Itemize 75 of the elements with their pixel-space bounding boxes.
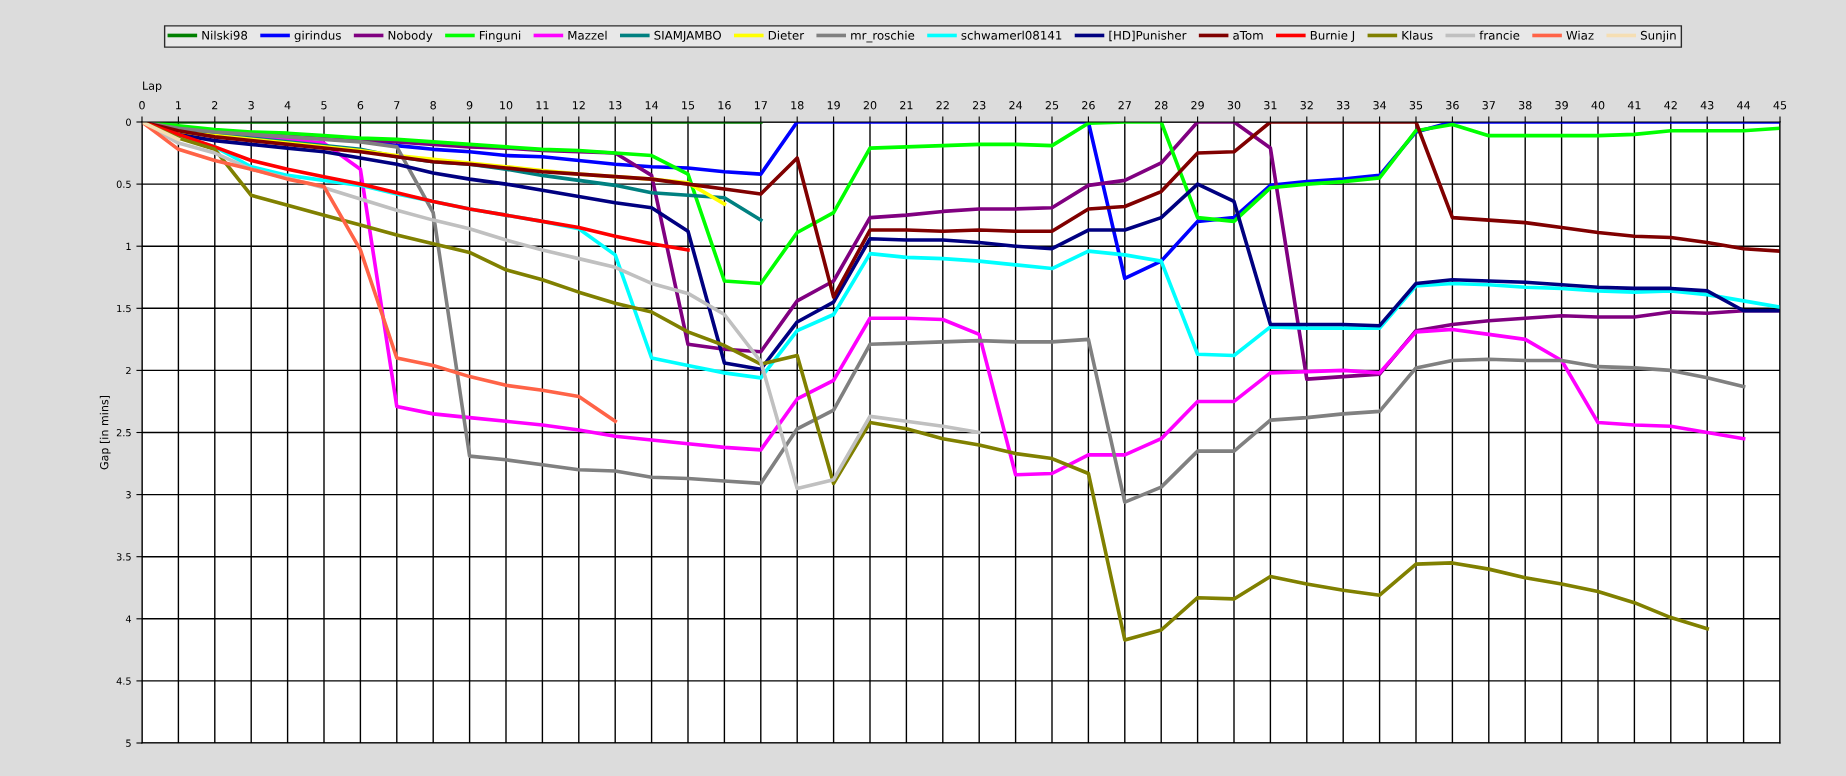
x-tick-label: 3 <box>248 101 254 110</box>
y-tick-label: 5 <box>126 739 131 747</box>
legend-label: Burnie J <box>1310 30 1355 42</box>
legend-label: Nobody <box>388 30 433 43</box>
x-tick-label: 26 <box>1082 101 1095 110</box>
y-tick-label: 2.5 <box>116 428 131 437</box>
legend-label: [HD]Punisher <box>1109 30 1187 42</box>
x-tick-label: 4 <box>284 101 291 110</box>
x-tick-label: 13 <box>609 101 622 110</box>
x-tick-label: 36 <box>1446 101 1459 110</box>
x-tick-label: 28 <box>1154 101 1168 110</box>
x-tick-label: 22 <box>936 101 949 110</box>
x-tick-label: 15 <box>682 101 695 110</box>
y-tick-label: 3.5 <box>116 553 131 561</box>
x-tick-label: 29 <box>1191 101 1204 110</box>
legend-label: girindus <box>294 30 341 43</box>
x-tick-label: 7 <box>394 101 400 110</box>
x-tick-label: 45 <box>1773 101 1787 110</box>
x-tick-label: 38 <box>1518 101 1532 110</box>
legend-label: Wiaz <box>1566 30 1594 40</box>
x-tick-label: 37 <box>1482 101 1495 110</box>
x-tick-label: 9 <box>466 101 473 110</box>
legend-label: Finguni <box>479 30 521 43</box>
x-tick-label: 6 <box>357 101 364 110</box>
x-tick-label: 35 <box>1409 101 1423 110</box>
y-tick-label: 4 <box>125 615 132 623</box>
x-tick-label: 30 <box>1227 101 1241 110</box>
legend-label: schwamerl08141 <box>961 30 1062 40</box>
legend-label: francie <box>1479 30 1520 40</box>
legend-label: Klaus <box>1402 30 1433 40</box>
legend-label: Mazzel <box>568 30 607 40</box>
x-tick-label: 39 <box>1555 101 1568 110</box>
legend-label: aTom <box>1233 30 1263 40</box>
y-tick-label: 3 <box>126 491 131 499</box>
legend-label: mr_roschie <box>851 30 915 43</box>
x-tick-label: 5 <box>321 101 327 110</box>
x-tick-label: 17 <box>754 101 767 110</box>
y-tick-label: 4.5 <box>116 677 131 685</box>
x-tick-label: 24 <box>1009 101 1023 110</box>
x-tick-label: 0 <box>139 101 145 110</box>
x-tick-label: 20 <box>863 101 877 110</box>
y-tick-label: 1.5 <box>117 304 131 313</box>
x-tick-label: 11 <box>536 101 549 110</box>
x-tick-label: 31 <box>1264 101 1277 110</box>
y-axis-title: Gap [in mins] <box>99 395 111 470</box>
x-tick-label: 27 <box>1118 101 1131 110</box>
legend-label: Nilski98 <box>202 30 248 40</box>
x-tick-label: 2 <box>212 101 218 110</box>
y-tick-label: 0.5 <box>116 180 131 188</box>
x-tick-label: 34 <box>1373 101 1387 110</box>
x-tick-label: 16 <box>718 101 731 110</box>
y-tick-label: 1 <box>126 242 131 250</box>
x-tick-label: 21 <box>900 101 913 110</box>
x-tick-label: 12 <box>572 101 585 110</box>
legend-label: Dieter <box>768 30 805 40</box>
x-tick-label: 23 <box>972 101 986 110</box>
x-tick-label: 1 <box>176 101 181 110</box>
x-axis-title: Lap <box>143 81 162 93</box>
x-tick-label: 25 <box>1045 101 1059 110</box>
x-tick-label: 42 <box>1664 101 1677 110</box>
x-tick-label: 43 <box>1700 101 1714 110</box>
x-tick-label: 18 <box>791 101 804 110</box>
x-tick-label: 44 <box>1737 101 1751 110</box>
y-tick-label: 2 <box>126 366 131 375</box>
legend-label: Sunjin <box>1640 30 1676 43</box>
y-tick-label: 0 <box>126 118 131 126</box>
x-tick-label: 8 <box>430 101 436 110</box>
x-tick-label: 40 <box>1591 101 1605 110</box>
x-tick-label: 33 <box>1336 101 1350 110</box>
x-tick-label: 32 <box>1300 101 1313 110</box>
x-tick-label: 10 <box>500 101 513 110</box>
x-tick-label: 41 <box>1627 101 1641 110</box>
x-tick-label: 14 <box>645 101 659 110</box>
x-tick-label: 19 <box>827 101 840 110</box>
legend-label: SIAMJAMBO <box>654 30 721 42</box>
